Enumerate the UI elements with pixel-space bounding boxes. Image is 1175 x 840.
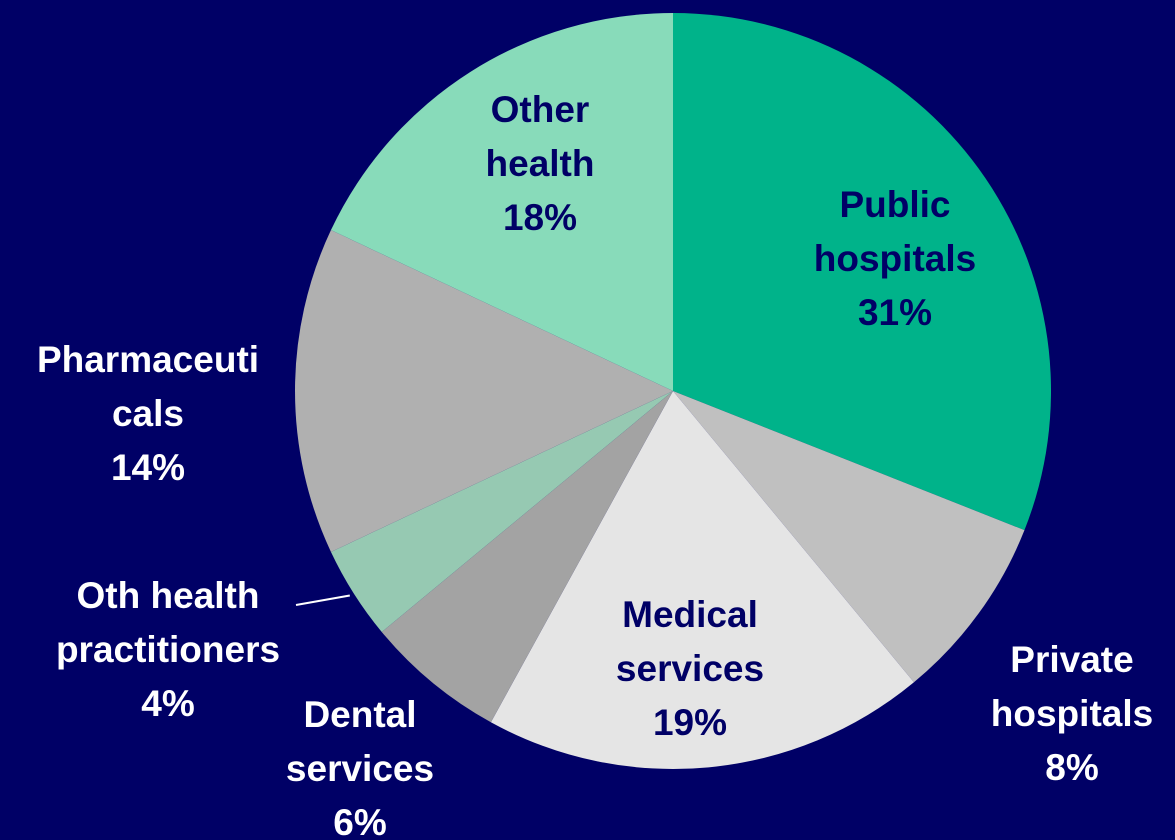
data-label-oth-health-practitioners: Oth health practitioners 4% (56, 575, 280, 724)
pie-labels: Public hospitals 31% Private hospitals 8% Medi… (37, 89, 1153, 840)
data-label-private-hospitals: Private hospitals 8% (991, 639, 1153, 788)
data-label-pharmaceuticals: Pharmaceuti cals 14% (37, 339, 259, 488)
slice-medical-services (490, 391, 914, 769)
data-label-dental-services: Dental services 6% (286, 694, 434, 840)
slice-dental-services (381, 391, 673, 723)
slice-private-hospitals (673, 391, 1025, 683)
leader-line (295, 594, 350, 606)
slice-pharmaceuticals (295, 230, 673, 552)
data-label-public-hospitals: Public hospitals 31% (814, 184, 976, 333)
slice-public-hospitals (673, 13, 1052, 531)
slice-other-health (330, 13, 673, 391)
data-label-other-health: Other health 18% (486, 89, 595, 238)
data-label-medical-services: Medical services 19% (616, 594, 764, 743)
pie-slices (295, 13, 1052, 769)
slice-oth-health-practitioners (330, 391, 673, 632)
